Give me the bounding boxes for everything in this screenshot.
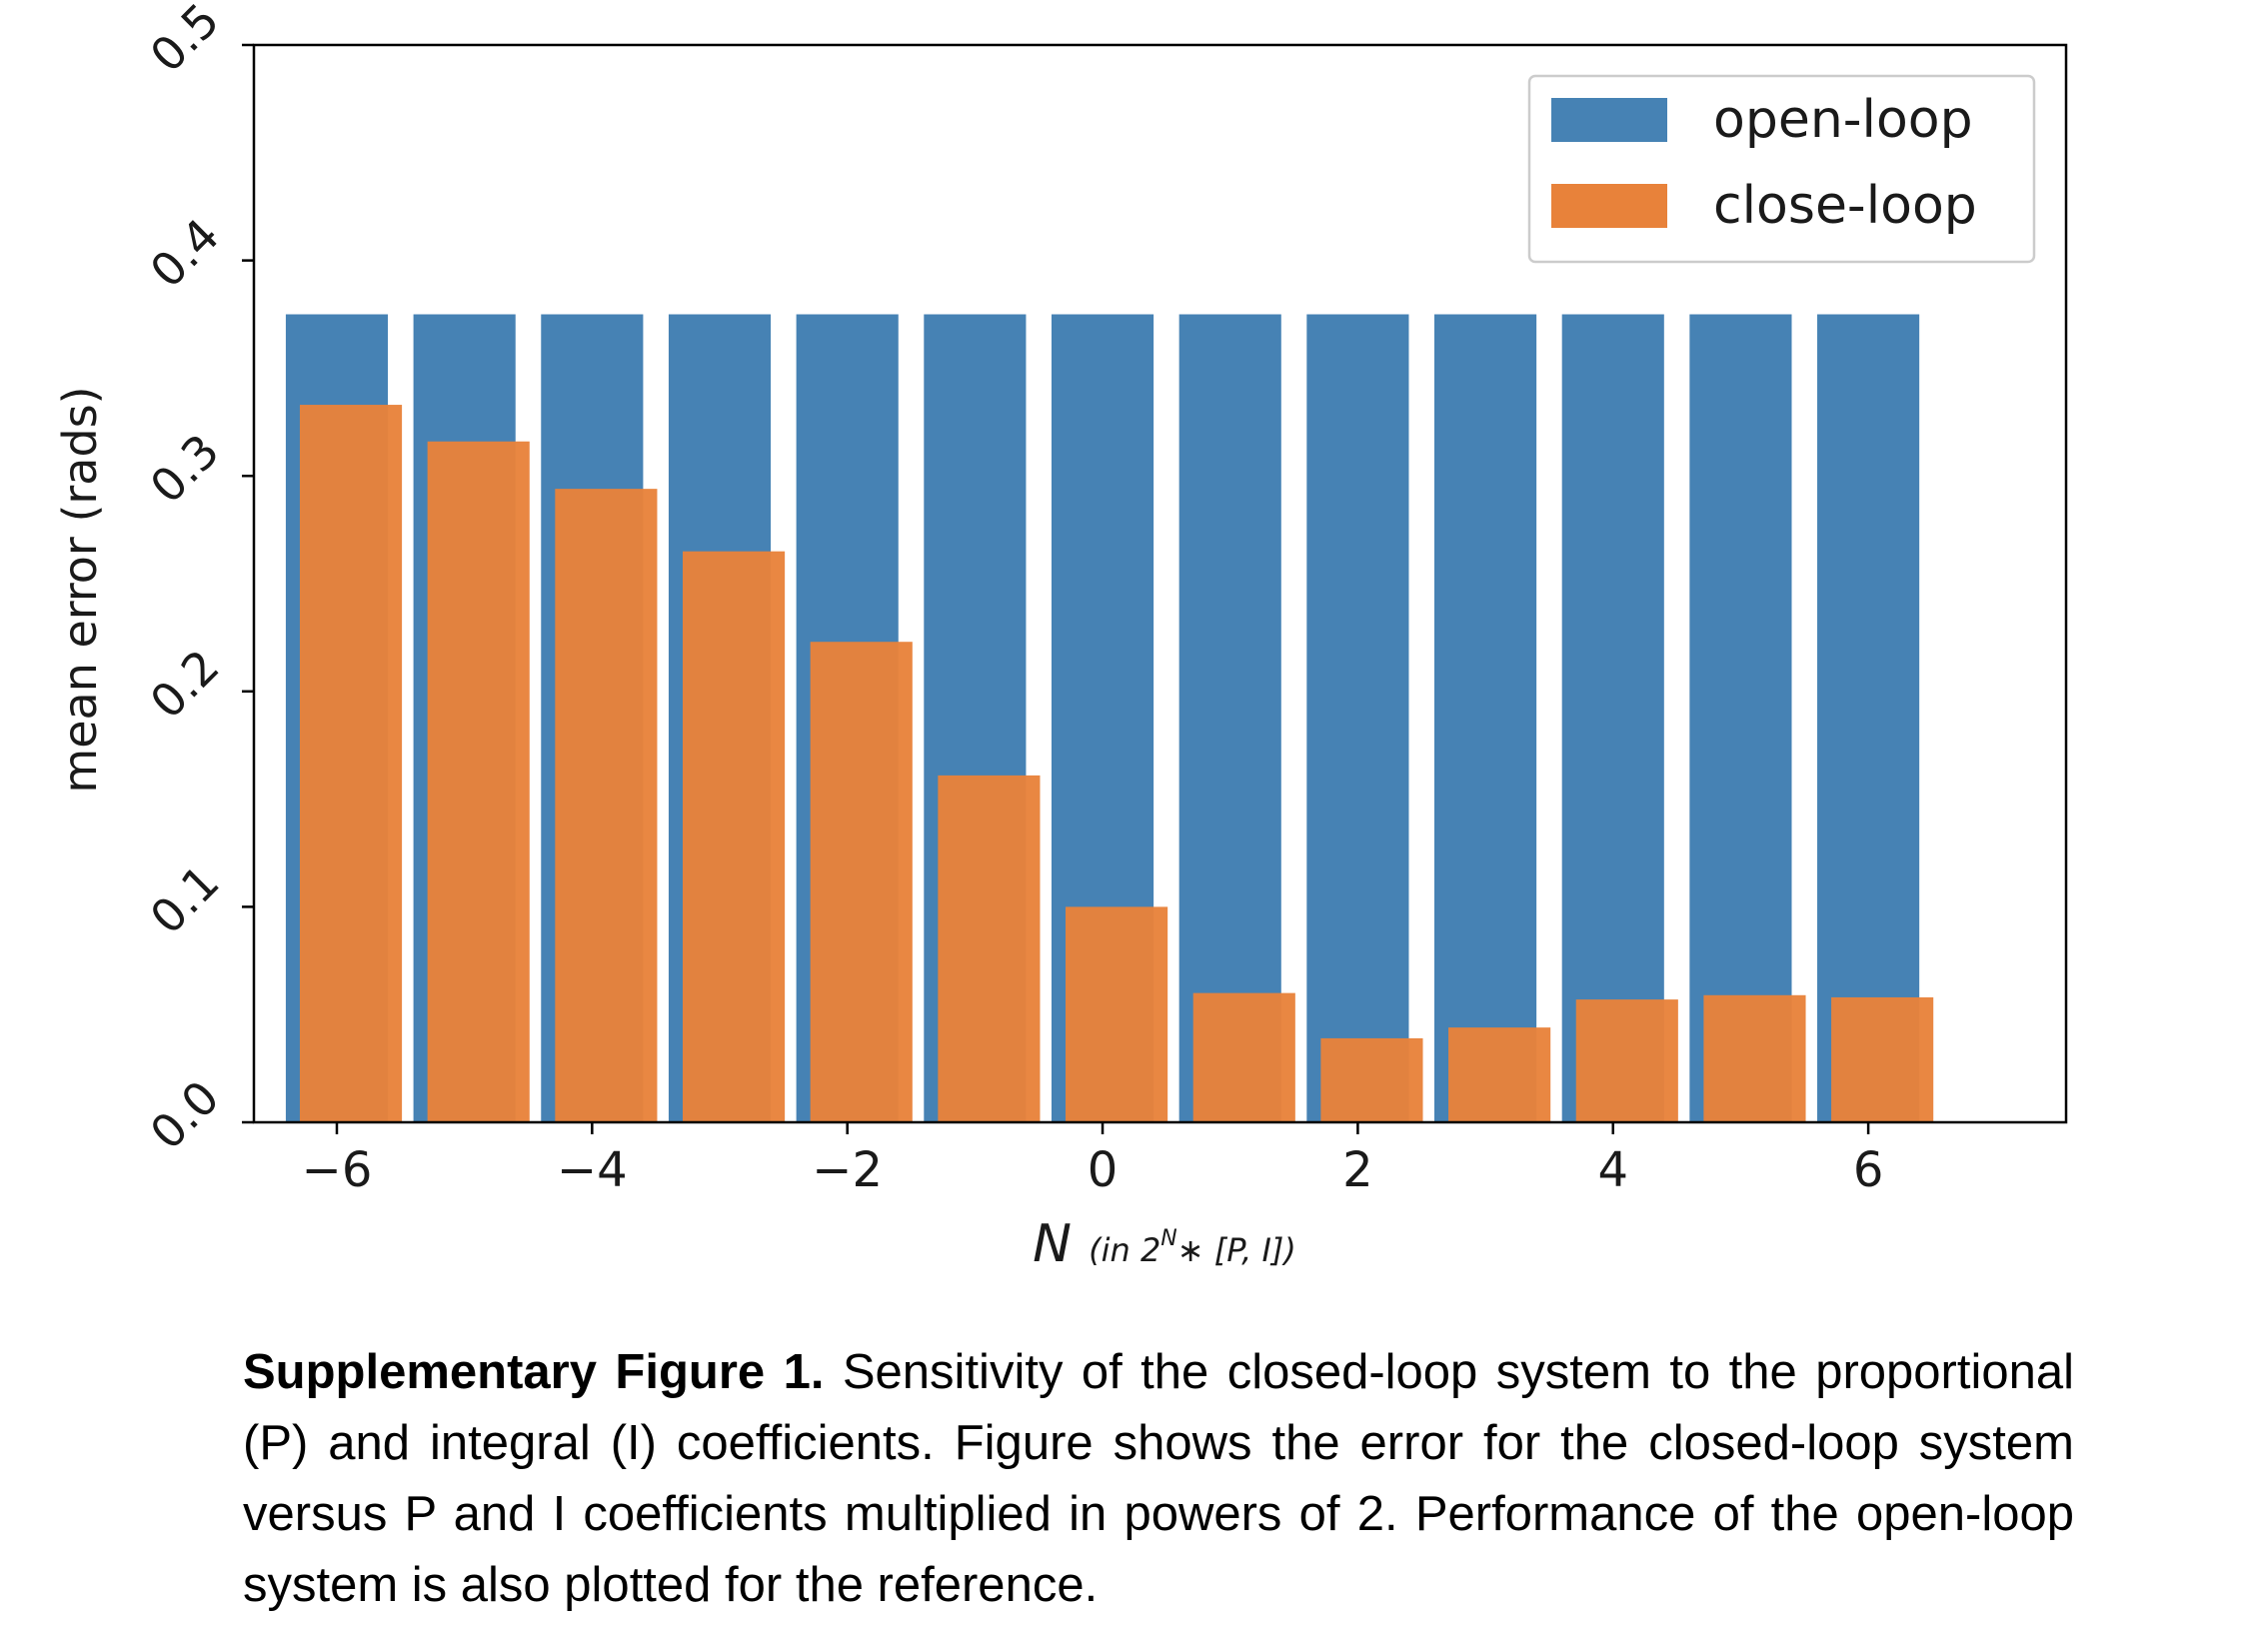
close-loop-bar-0 bbox=[1066, 906, 1168, 1122]
y-tick-label: 0.0 bbox=[140, 1070, 230, 1160]
open-loop-bar-3 bbox=[1434, 314, 1537, 1122]
legend-label-open-loop: open-loop bbox=[1713, 90, 1973, 150]
close-loop-bar--6 bbox=[299, 405, 403, 1122]
y-tick-label: 0.1 bbox=[140, 854, 230, 944]
close-loop-bar-3 bbox=[1448, 1027, 1551, 1122]
close-loop-bar-6 bbox=[1831, 996, 1934, 1122]
caption-label: Supplementary Figure 1. bbox=[243, 1345, 825, 1399]
y-tick-label: 0.3 bbox=[140, 424, 230, 514]
close-loop-bar-2 bbox=[1320, 1037, 1423, 1122]
y-axis: 0.0 0.1 0.2 0.3 0.4 0.5 bbox=[140, 0, 254, 1160]
x-tick-label: −2 bbox=[812, 1142, 883, 1198]
legend: open-loop close-loop bbox=[1527, 74, 2036, 264]
close-loop-bar--2 bbox=[810, 642, 913, 1122]
x-tick-label: 2 bbox=[1342, 1142, 1373, 1198]
x-tick-label: 6 bbox=[1853, 1142, 1884, 1198]
open-loop-bar-6 bbox=[1817, 314, 1920, 1122]
y-tick-label: 0.4 bbox=[140, 208, 230, 298]
x-axis-label-suffix: (in 2 bbox=[1089, 1231, 1160, 1269]
x-tick-label: −4 bbox=[557, 1142, 628, 1198]
caption-text: Sensitivity of the closed-loop system to… bbox=[243, 1345, 2074, 1612]
open-loop-bar-2 bbox=[1306, 314, 1409, 1122]
legend-label-close-loop: close-loop bbox=[1713, 176, 1977, 236]
figure-caption: Supplementary Figure 1. Sensitivity of t… bbox=[243, 1337, 2074, 1621]
open-loop-bar-1 bbox=[1178, 314, 1281, 1122]
close-loop-bar-5 bbox=[1703, 994, 1806, 1122]
legend-swatch-open-loop bbox=[1551, 98, 1667, 142]
close-loop-bar--3 bbox=[682, 551, 786, 1122]
open-loop-bar-4 bbox=[1561, 314, 1664, 1122]
y-tick-label: 0.5 bbox=[140, 0, 230, 83]
bar-chart: 0.0 0.1 0.2 0.3 0.4 0.5 −6 −4 −2 0 2 4 6 mean error… bbox=[53, 0, 2068, 1274]
x-axis: −6 −4 −2 0 2 4 6 bbox=[302, 1122, 1884, 1198]
close-loop-bar-1 bbox=[1192, 992, 1295, 1122]
close-loop-bar-4 bbox=[1575, 999, 1678, 1122]
plot-frame bbox=[252, 43, 2068, 1124]
x-axis-label-sup: N bbox=[1160, 1226, 1176, 1251]
close-loop-bar--5 bbox=[427, 441, 530, 1123]
close-loop-bar--1 bbox=[938, 775, 1041, 1122]
y-tick-label: 0.2 bbox=[140, 640, 230, 730]
y-axis-label: mean error (rads) bbox=[53, 386, 107, 793]
close-loop-bars bbox=[299, 405, 1934, 1123]
open-loop-bar-5 bbox=[1689, 314, 1792, 1122]
legend-swatch-close-loop bbox=[1551, 184, 1667, 228]
x-axis-label: N (in 2N∗ [P, I]) bbox=[1033, 1214, 1296, 1274]
x-axis-label-main: N bbox=[1033, 1214, 1072, 1274]
close-loop-bar--4 bbox=[555, 489, 658, 1122]
x-tick-label: −6 bbox=[302, 1142, 373, 1198]
x-tick-label: 4 bbox=[1597, 1142, 1628, 1198]
x-axis-label-tail: ∗ [P, I]) bbox=[1177, 1231, 1296, 1269]
x-tick-label: 0 bbox=[1088, 1142, 1119, 1198]
